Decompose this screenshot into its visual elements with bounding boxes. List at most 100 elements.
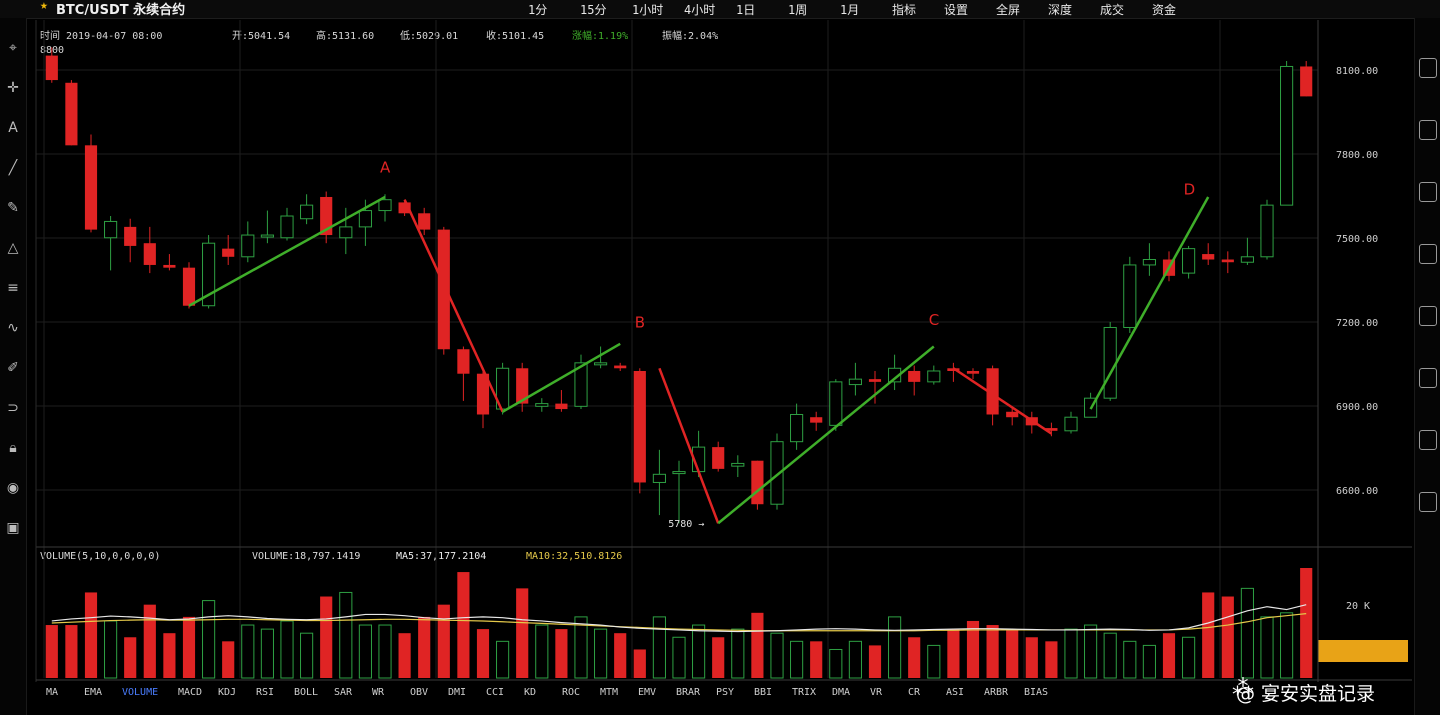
indicator-tab[interactable]: MTM <box>600 687 619 698</box>
panel-toggle-icon[interactable] <box>1419 58 1437 78</box>
volume-bar-down <box>516 588 529 678</box>
indicator-tab[interactable]: EMA <box>84 687 103 698</box>
indicator-tab[interactable]: VR <box>870 687 883 698</box>
indicator-tab[interactable]: SAR <box>334 687 353 698</box>
indicator-tab[interactable]: MACD <box>178 687 203 698</box>
indicator-tab[interactable]: KD <box>524 687 537 698</box>
panel-toggle-icon[interactable] <box>1419 120 1437 140</box>
volume-bar-down <box>810 641 823 678</box>
volume-bar-up <box>260 628 274 679</box>
indicator-tab[interactable]: RSI <box>256 687 275 698</box>
volume-bar-up <box>1103 632 1117 679</box>
indicator-tab[interactable]: KDJ <box>218 687 237 698</box>
menu-item[interactable]: 全屏 <box>996 3 1021 17</box>
menu-item[interactable]: 1分 <box>528 3 548 17</box>
wave-icon[interactable]: ∿ <box>7 320 19 336</box>
indicator-tab[interactable]: ARBR <box>984 687 1009 698</box>
down-wave-1 <box>403 199 504 413</box>
fib-icon[interactable]: ≡ <box>7 280 19 296</box>
cursor-icon[interactable]: ⌖ <box>9 40 17 56</box>
menu-item[interactable]: 1周 <box>788 3 808 17</box>
panel-toggle-icon[interactable] <box>1419 492 1437 512</box>
indicator-tab[interactable]: DMA <box>832 687 851 698</box>
menu-item[interactable]: 1小时 <box>632 3 664 17</box>
candle-body-up <box>1123 264 1137 328</box>
candle-body-up <box>672 471 686 475</box>
volume-bar-down <box>1221 596 1234 678</box>
indicator-tab[interactable]: DMI <box>448 687 467 698</box>
favorite-star-icon[interactable]: ★ <box>40 0 48 13</box>
indicator-tab[interactable]: BRAR <box>676 687 701 698</box>
triangle-icon[interactable]: △ <box>7 240 19 256</box>
line-icon[interactable]: ╱ <box>8 160 18 176</box>
candle-body-down <box>418 213 431 230</box>
crosshair-icon[interactable]: ✛ <box>7 80 19 96</box>
indicator-tab[interactable]: OBV <box>410 687 429 698</box>
candle-body-down <box>908 370 921 382</box>
volume-bar-up <box>1240 587 1254 679</box>
indicator-tab[interactable]: BIAS <box>1024 687 1049 698</box>
menu-item[interactable]: 深度 <box>1048 3 1073 17</box>
volume-bar-down <box>712 637 725 678</box>
symbol-title[interactable]: BTC/USDT 永续合约 <box>56 3 186 18</box>
panel-toggle-icon[interactable] <box>1419 182 1437 202</box>
indicator-tab[interactable]: ROC <box>562 687 581 698</box>
candle-body-up <box>927 370 941 383</box>
indicator-tab[interactable]: VOLUME <box>122 687 159 698</box>
indicator-tab[interactable]: EMV <box>638 687 657 698</box>
volume-bar-down <box>320 596 333 678</box>
candle-body-down <box>437 229 450 350</box>
price-axis-label: 7200.00 <box>1336 318 1378 329</box>
text-icon[interactable]: A <box>8 120 18 136</box>
candle-body-down <box>712 447 725 469</box>
right-toolbar <box>1414 18 1440 715</box>
volume-bar-down <box>65 625 78 678</box>
candle-body-up <box>1240 256 1254 263</box>
panel-toggle-icon[interactable] <box>1419 244 1437 264</box>
trash-icon[interactable]: ▣ <box>6 520 20 536</box>
candle-body-down <box>614 365 627 369</box>
indicator-tab[interactable]: CCI <box>486 687 505 698</box>
indicator-tab[interactable]: BOLL <box>294 687 319 698</box>
candle-body-down <box>810 417 823 423</box>
panel-toggle-icon[interactable] <box>1419 306 1437 326</box>
indicator-tab[interactable]: ASI <box>946 687 965 698</box>
indicator-tab[interactable]: TRIX <box>792 687 817 698</box>
price-axis-label: 7800.00 <box>1336 150 1378 161</box>
menu-item[interactable]: 4小时 <box>684 3 716 17</box>
indicator-tab[interactable]: MA <box>46 687 59 698</box>
menu-item[interactable]: 指标 <box>892 3 917 17</box>
menu-item[interactable]: 成交 <box>1100 3 1125 17</box>
panel-toggle-icon[interactable] <box>1419 430 1437 450</box>
magnet-icon[interactable]: ⊃ <box>7 400 19 416</box>
indicator-tab[interactable]: CR <box>908 687 921 698</box>
pen-icon[interactable]: ✐ <box>7 360 19 376</box>
menu-item[interactable]: 1日 <box>736 3 756 17</box>
volume-axis-label: 20 K <box>1346 601 1370 612</box>
indicator-tab[interactable]: PSY <box>716 687 735 698</box>
volume-bar-up <box>672 636 686 679</box>
candle-body-up <box>339 226 353 239</box>
up-wave-3 <box>717 345 935 525</box>
candle-body-up <box>1260 204 1274 258</box>
candle-body-down <box>45 55 58 81</box>
indicator-tab[interactable]: BBI <box>754 687 773 698</box>
candle-body-down <box>516 368 529 404</box>
eye-icon[interactable]: ◉ <box>6 480 20 496</box>
candle-body-down <box>633 370 646 483</box>
volume-bar-up <box>300 632 314 679</box>
menu-item[interactable]: 资金 <box>1152 3 1177 17</box>
volume-bar-down <box>1025 637 1038 678</box>
volume-bar-down <box>418 616 431 678</box>
volume-bar-up <box>496 640 510 679</box>
menu-item[interactable]: 15分 <box>580 3 607 17</box>
indicator-tab[interactable]: WR <box>372 687 385 698</box>
panel-toggle-icon[interactable] <box>1419 368 1437 388</box>
brush-icon[interactable]: ✎ <box>7 200 19 216</box>
volume-bar-down <box>614 633 627 678</box>
menu-item[interactable]: 设置 <box>944 3 969 17</box>
top-toolbar: ★ BTC/USDT 永续合约 1分 15分 1小时 4小时 1日 1周 1月 指标 设置 全屏 深… <box>0 0 1440 19</box>
lock-icon[interactable]: 🔒︎ <box>9 440 17 456</box>
menu-item[interactable]: 1月 <box>840 3 860 17</box>
